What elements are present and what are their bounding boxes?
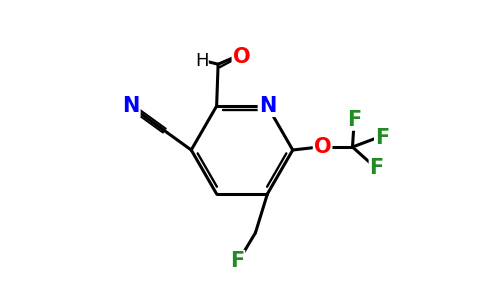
Text: F: F (369, 158, 383, 178)
Text: O: O (233, 47, 250, 67)
Text: N: N (122, 96, 139, 116)
Text: H: H (195, 52, 209, 70)
Text: N: N (258, 96, 276, 116)
Text: F: F (230, 250, 244, 271)
Text: F: F (375, 128, 389, 148)
Text: O: O (314, 137, 332, 157)
Text: F: F (347, 110, 361, 130)
